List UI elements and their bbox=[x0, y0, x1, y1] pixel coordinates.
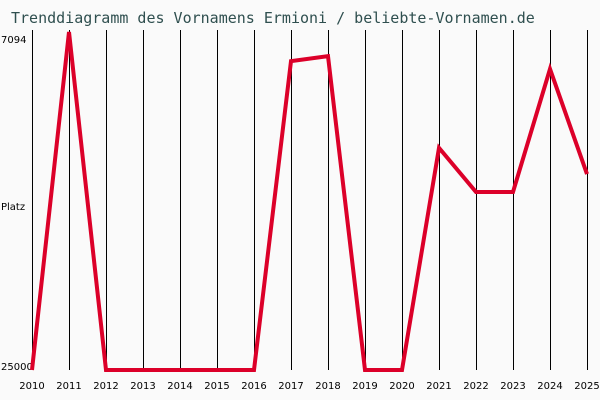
x-label-2021: 2021 bbox=[426, 381, 452, 392]
x-label-2012: 2012 bbox=[93, 381, 119, 392]
x-label-2023: 2023 bbox=[500, 381, 526, 392]
x-label-2022: 2022 bbox=[463, 381, 489, 392]
y-axis-top-label: 7094 bbox=[1, 35, 27, 46]
grid-lines bbox=[32, 30, 588, 370]
x-label-2016: 2016 bbox=[241, 381, 267, 392]
x-label-2020: 2020 bbox=[389, 381, 415, 392]
x-label-2013: 2013 bbox=[130, 381, 156, 392]
x-label-2014: 2014 bbox=[167, 381, 193, 392]
x-label-2015: 2015 bbox=[204, 381, 230, 392]
x-label-2018: 2018 bbox=[315, 381, 341, 392]
x-label-2024: 2024 bbox=[537, 381, 563, 392]
x-label-2010: 2010 bbox=[19, 381, 45, 392]
x-label-2025: 2025 bbox=[574, 381, 600, 392]
x-label-2019: 2019 bbox=[352, 381, 378, 392]
y-axis-bottom-label: 25000 bbox=[1, 362, 33, 373]
y-axis-title: Platz bbox=[1, 202, 26, 213]
chart-title: Trenddiagramm des Vornamens Ermioni / be… bbox=[11, 9, 535, 27]
x-label-2011: 2011 bbox=[56, 381, 82, 392]
trend-line bbox=[30, 31, 589, 372]
x-label-2017: 2017 bbox=[278, 381, 304, 392]
